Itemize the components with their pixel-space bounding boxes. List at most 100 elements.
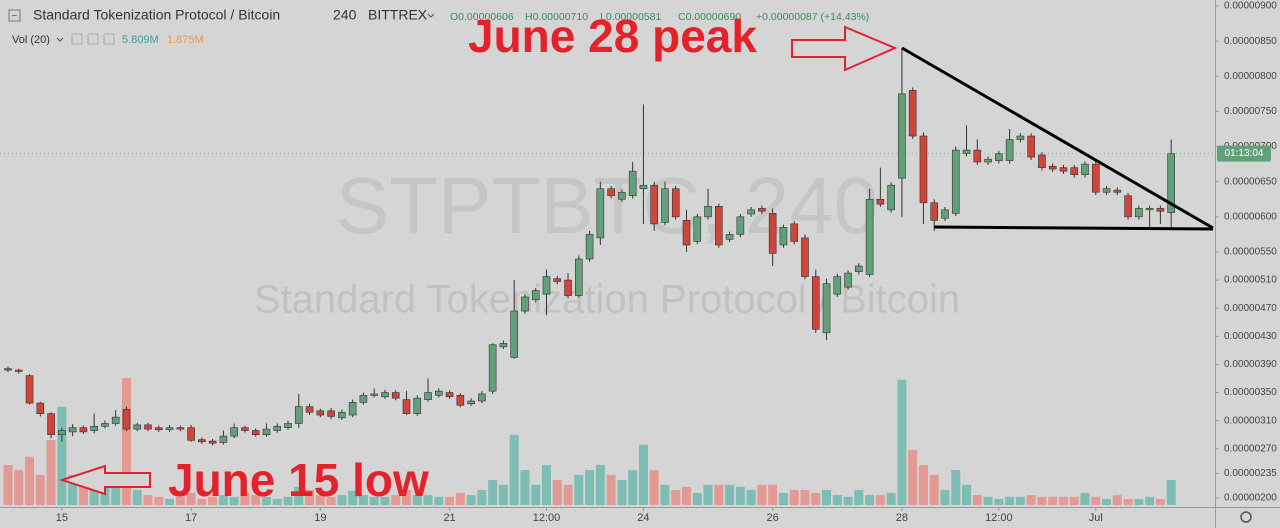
volume-bar xyxy=(1123,498,1133,505)
volume-bar xyxy=(1015,496,1025,505)
volume-bar xyxy=(1134,498,1144,505)
volume-ma-value: 1.875M xyxy=(167,34,204,46)
volume-bar xyxy=(315,495,325,505)
candle-body xyxy=(984,158,992,163)
candle-body xyxy=(811,276,820,330)
candle-body xyxy=(521,296,529,312)
y-tick-label: 0.00000470 xyxy=(1224,303,1277,314)
candle-body xyxy=(402,399,411,414)
volume-bar xyxy=(994,498,1004,505)
x-tick-label: 12:00 xyxy=(985,512,1013,524)
candle-body xyxy=(327,410,335,417)
ohlc-high: H0.00000710 xyxy=(525,11,588,23)
volume-bar xyxy=(617,480,627,505)
volume-bar xyxy=(574,474,584,505)
annotation: June 15 low xyxy=(168,454,429,506)
candle-body xyxy=(531,290,540,301)
plot-area xyxy=(3,48,1176,505)
volume-bar xyxy=(972,495,982,505)
x-tick-label: Jul xyxy=(1089,512,1103,524)
candle-body xyxy=(68,427,77,433)
y-tick-label: 0.00000350 xyxy=(1224,387,1277,398)
candle-body xyxy=(628,170,637,197)
candle-body xyxy=(736,216,745,235)
collapse-icon[interactable] xyxy=(8,9,21,22)
volume-bar xyxy=(175,496,185,505)
candle-body xyxy=(251,430,260,436)
volume-bar xyxy=(789,489,799,505)
candle-body xyxy=(779,227,788,246)
settings-icon[interactable] xyxy=(87,33,99,45)
volume-bar xyxy=(294,486,304,505)
volume-bar xyxy=(1112,495,1122,505)
volume-label[interactable]: Vol (20) xyxy=(12,34,50,46)
volume-bar xyxy=(208,496,218,505)
x-tick-label: 24 xyxy=(637,512,649,524)
candle-body xyxy=(941,209,949,219)
eye-icon[interactable] xyxy=(71,33,83,45)
candle-body xyxy=(661,188,669,223)
volume-bar xyxy=(897,379,907,505)
candle-body xyxy=(822,283,831,334)
volume-bar xyxy=(854,489,864,505)
candle-body xyxy=(596,188,605,239)
volume-bar xyxy=(800,489,810,505)
candle-body xyxy=(1027,135,1035,158)
y-tick-label: 0.00000800 xyxy=(1224,71,1277,82)
x-tick-label: 21 xyxy=(443,512,455,524)
y-tick-label: 0.00000310 xyxy=(1224,415,1277,426)
candle-body xyxy=(1081,163,1089,175)
y-tick-label: 0.00000430 xyxy=(1224,331,1277,342)
candle-body xyxy=(111,416,120,424)
arrow xyxy=(791,25,898,72)
candle-body xyxy=(1145,208,1154,211)
watermark-symbol: STPTBTC, 240 xyxy=(336,161,878,250)
y-tick-label: 0.00000270 xyxy=(1224,443,1277,454)
volume-bar xyxy=(542,464,551,505)
annotation: June 28 peak xyxy=(468,10,757,62)
candle-body xyxy=(833,276,842,295)
candle-body xyxy=(456,395,465,406)
candle-body xyxy=(36,402,45,414)
candle-body xyxy=(316,410,325,416)
remove-icon[interactable] xyxy=(103,33,115,45)
candle-body xyxy=(671,188,680,218)
volume-bar xyxy=(488,480,498,505)
symbol-title[interactable]: Standard Tokenization Protocol / Bitcoin xyxy=(33,7,280,23)
volume-bar xyxy=(186,492,196,505)
candle-body xyxy=(273,425,282,431)
candle-body xyxy=(962,149,971,154)
interval[interactable]: 240 xyxy=(333,7,357,23)
volume-bar xyxy=(757,484,767,505)
volume-bar xyxy=(240,492,250,505)
volume-bar xyxy=(843,496,853,505)
candle-body xyxy=(790,223,799,242)
volume-bar xyxy=(218,495,228,505)
settings-gear[interactable] xyxy=(1240,511,1252,523)
volume-bar xyxy=(822,489,832,505)
y-tick-label: 0.00000235 xyxy=(1224,468,1277,479)
volume-bar xyxy=(434,496,444,505)
candle-body xyxy=(553,278,562,282)
x-tick-label: 19 xyxy=(314,512,326,524)
volume-bar xyxy=(1005,496,1015,505)
candle-body xyxy=(564,279,572,296)
y-tick-label: 0.00000900 xyxy=(1224,1,1277,12)
volume-bar xyxy=(35,474,45,505)
candle-body xyxy=(1048,165,1057,170)
volume-bar xyxy=(78,474,88,505)
volume-bar xyxy=(918,464,928,505)
exchange[interactable]: BITTREX xyxy=(368,7,428,23)
candle-body xyxy=(693,216,702,242)
candle-body xyxy=(747,209,755,215)
volume-bar xyxy=(1026,495,1036,505)
dropdown-icon[interactable] xyxy=(56,37,64,42)
dropdown-icon[interactable] xyxy=(427,13,435,18)
volume-bar xyxy=(595,464,605,505)
candle-body xyxy=(607,188,615,197)
volume-bar xyxy=(951,470,961,505)
y-tick-label: 0.00000650 xyxy=(1224,176,1277,187)
watermark-name: Standard Tokenization Protocol / Bitcoin xyxy=(254,278,960,322)
